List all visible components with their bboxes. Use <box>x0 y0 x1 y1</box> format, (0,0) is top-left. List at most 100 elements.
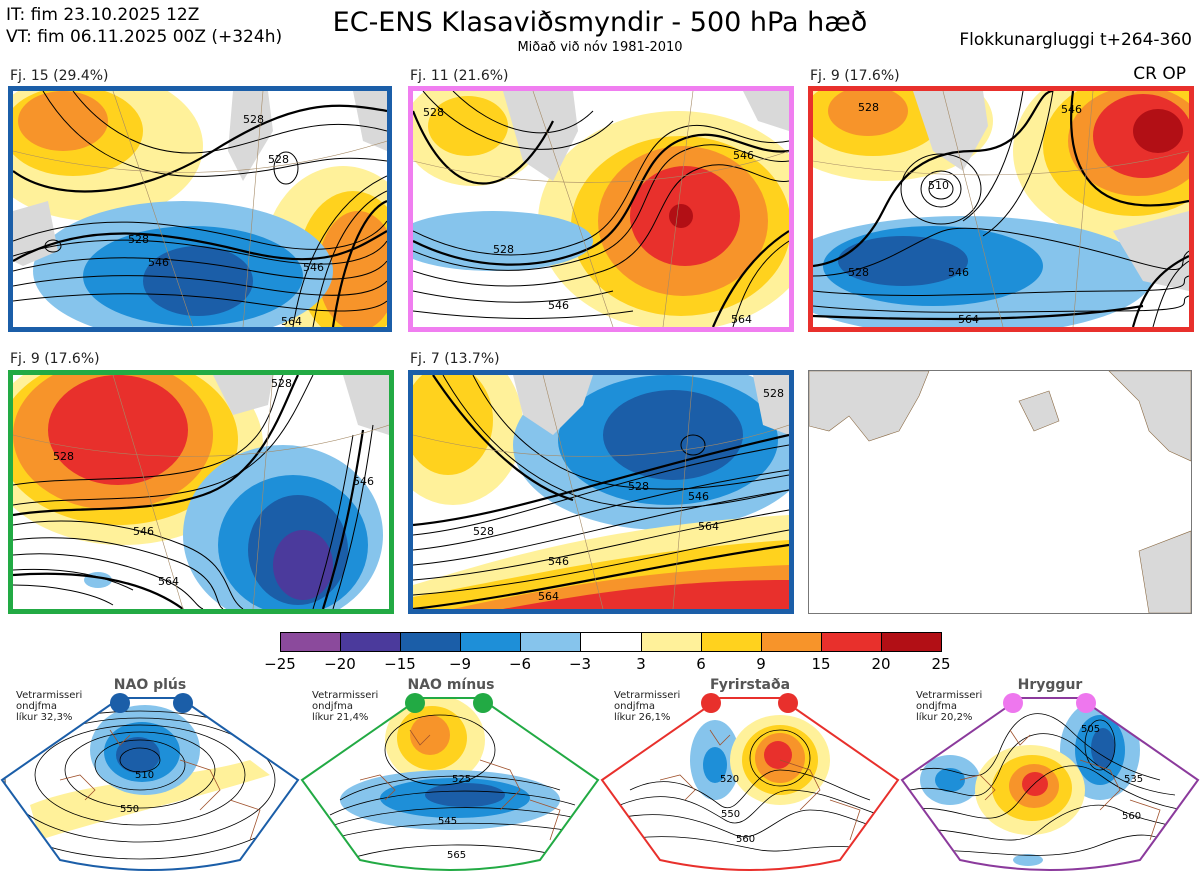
contour-label: 546 <box>353 475 374 488</box>
colorbar-tick: 3 <box>636 655 646 673</box>
colorbar-segment <box>701 633 762 651</box>
regime-4-map: 505 535 560 <box>900 693 1200 871</box>
regime-3-label: 550 <box>721 809 740 820</box>
contour-label: 546 <box>688 490 709 503</box>
regime-2-note: Vetrarmisseri ondjfma líkur 21,4% <box>312 690 379 723</box>
colorbar-strip <box>280 632 942 652</box>
regime-4-outline <box>900 697 1200 871</box>
regime-2-dot <box>405 693 425 713</box>
cluster-map-5-field: 528 528 528 546 546 564 564 <box>413 375 789 609</box>
regime-3-dot <box>778 693 798 713</box>
colorbar-tick: −3 <box>568 655 592 673</box>
regime-3-outline <box>600 697 900 871</box>
colorbar-segment <box>401 633 462 651</box>
contour-label: 546 <box>548 299 569 312</box>
colorbar-tick: 25 <box>931 655 951 673</box>
colorbar-segment <box>641 633 702 651</box>
regime-1-label: 550 <box>120 804 139 815</box>
regime-2-outline <box>300 697 600 871</box>
regime-3-map: 520 550 560 <box>600 693 900 871</box>
panel-3-label: Fj. 9 (17.6%) <box>810 68 900 84</box>
cluster-map-4-field: 528 528 546 546 564 <box>13 375 389 609</box>
regime-4-dot <box>1003 693 1023 713</box>
contour-label: 528 <box>628 480 649 493</box>
contour-label: 528 <box>128 233 149 246</box>
cluster-map-5: 528 528 528 546 546 564 564 <box>408 370 794 614</box>
colorbar-segment <box>521 633 582 651</box>
regime-3-label: 520 <box>720 774 739 785</box>
regime-2-title: NAO mínus <box>407 677 495 693</box>
regime-4-title: Hryggur <box>1017 677 1083 693</box>
regime-4-label: 535 <box>1124 774 1143 785</box>
contour-label: 546 <box>948 266 969 279</box>
regime-1-map: 510 550 <box>0 693 300 871</box>
contour-label: 528 <box>763 387 784 400</box>
cluster-map-4: 528 528 546 546 564 <box>8 370 394 614</box>
cluster-map-1-field: 528 528 528 546 546 564 <box>13 91 387 327</box>
panel-2-label: Fj. 11 (21.6%) <box>410 68 509 84</box>
regime-2-dot <box>473 693 493 713</box>
colorbar-tick: −9 <box>448 655 472 673</box>
contour-label: 510 <box>928 179 949 192</box>
colorbar-segment <box>281 633 342 651</box>
contour-label: 564 <box>538 590 559 603</box>
regime-3-title: Fyrirstaða <box>709 677 791 693</box>
regime-1-dot <box>110 693 130 713</box>
blank-map-panel <box>808 370 1192 614</box>
cluster-map-2-field: 528 528 546 546 564 <box>413 91 789 327</box>
colorbar-tick: 6 <box>696 655 706 673</box>
blank-map-field <box>809 371 1191 613</box>
colorbar-segment <box>761 633 822 651</box>
colorbar-segment <box>341 633 402 651</box>
regime-1-label: 510 <box>135 770 154 781</box>
issue-time: IT: fim 23.10.2025 12Z <box>6 5 200 25</box>
contour-label: 564 <box>281 315 302 327</box>
page-title: EC-ENS Klasaviðsmyndir - 500 hPa hæð <box>332 7 868 38</box>
regime-4-label: 560 <box>1122 811 1141 822</box>
cluster-map-3-field: 528 510 546 546 528 564 <box>813 91 1189 327</box>
regime-1-dot <box>173 693 193 713</box>
panel-1-label: Fj. 15 (29.4%) <box>10 68 109 84</box>
contour-label: 564 <box>731 313 752 326</box>
page-subtitle: Miðað við nóv 1981-2010 <box>517 40 683 55</box>
contour-label: 546 <box>303 261 324 274</box>
regime-2-map: 525 545 565 <box>300 693 600 871</box>
contour-label: 528 <box>423 106 444 119</box>
panel-4-label: Fj. 9 (17.6%) <box>10 351 100 367</box>
contour-label: 528 <box>858 101 879 114</box>
contour-label: 546 <box>148 256 169 269</box>
colorbar-tick: 9 <box>756 655 766 673</box>
contour-label: 528 <box>268 153 289 166</box>
valid-time: VT: fim 06.11.2025 00Z (+324h) <box>6 27 283 47</box>
colorbar <box>280 632 942 652</box>
colorbar-tick: 15 <box>811 655 831 673</box>
contour-label: 546 <box>133 525 154 538</box>
regime-3-label: 560 <box>736 834 755 845</box>
colorbar-segment <box>821 633 882 651</box>
regime-2-label: 545 <box>438 816 457 827</box>
regime-3-note: Vetrarmisseri ondjfma líkur 26,1% <box>614 690 681 723</box>
regime-2-label: 565 <box>447 850 466 861</box>
colorbar-segment <box>461 633 522 651</box>
regime-1-note: Vetrarmisseri ondjfma líkur 32,3% <box>16 690 83 723</box>
panel-5-label: Fj. 7 (13.7%) <box>410 351 500 367</box>
contour-label: 528 <box>271 377 292 390</box>
contour-label: 528 <box>53 450 74 463</box>
regime-1-title: NAO plús <box>113 677 187 693</box>
colorbar-tick: −25 <box>264 655 296 673</box>
colorbar-tick: −15 <box>384 655 416 673</box>
regime-4-dot <box>1076 693 1096 713</box>
colorbar-tick: 20 <box>871 655 891 673</box>
contour-label: 546 <box>733 149 754 162</box>
cluster-map-3: 528 510 546 546 528 564 <box>808 86 1194 332</box>
regime-4-note: Vetrarmisseri ondjfma líkur 20,2% <box>916 690 983 723</box>
contour-label: 528 <box>243 113 264 126</box>
header-info: IT: fim 23.10.2025 12Z VT: fim 06.11.202… <box>6 4 282 48</box>
colorbar-tick: −20 <box>324 655 356 673</box>
contour-label: 528 <box>473 525 494 538</box>
cluster-map-1: 528 528 528 546 546 564 <box>8 86 392 332</box>
regime-3-dot <box>701 693 721 713</box>
colorbar-tick: −6 <box>508 655 532 673</box>
cluster-map-2: 528 528 546 546 564 <box>408 86 794 332</box>
contour-label: 528 <box>493 243 514 256</box>
